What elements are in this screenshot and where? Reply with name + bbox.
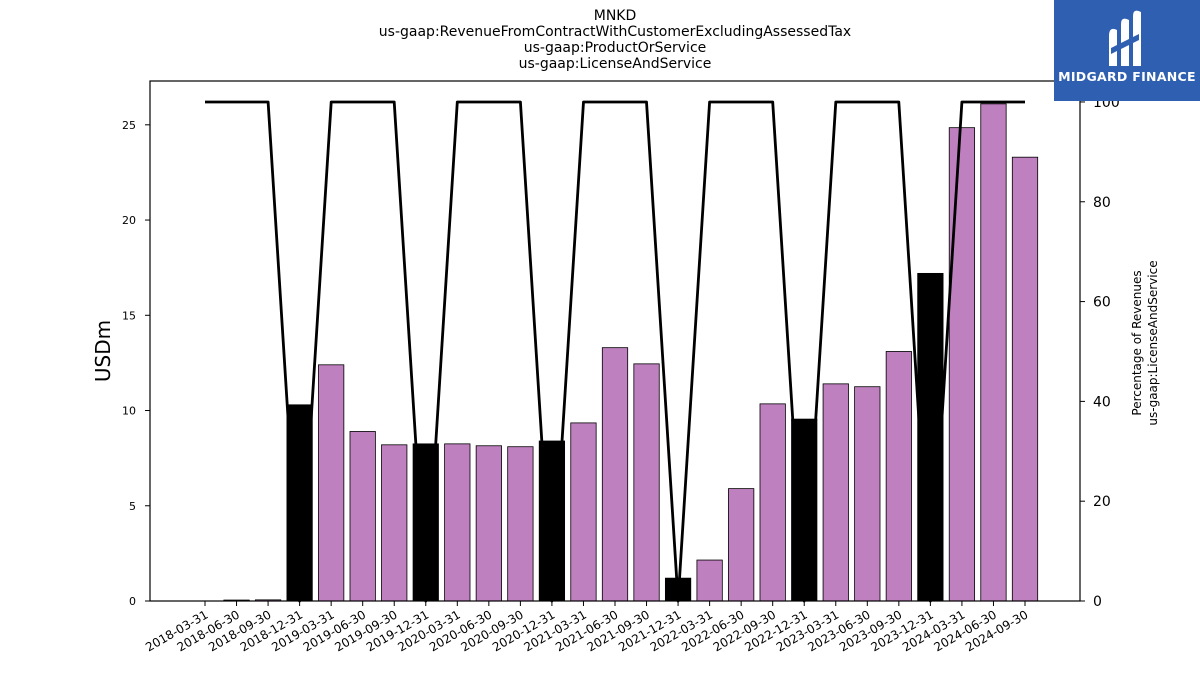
y2-tick-label: 60 [1093,295,1111,311]
bar [759,403,786,602]
bar [570,422,597,602]
y2-tick-label: 40 [1093,394,1111,410]
y2-tick-label: 20 [1093,494,1111,510]
bar [507,446,534,602]
bar [318,364,345,602]
chart-subtitle-axis: us-gaap:ProductOrService [523,40,707,56]
y2-axis-label: us-gaap:LicenseAndService [1146,260,1160,425]
y-axis-label: USDm [91,320,115,382]
bar [349,431,376,602]
bar [885,351,912,602]
bar [728,488,755,602]
y2-axis-label: Percentage of Revenues [1130,270,1144,415]
bar [444,443,471,602]
bar [696,559,723,602]
chart-subtitle-member: us-gaap:LicenseAndService [518,56,712,72]
bar [822,383,849,602]
chart-subtitle-concept: us-gaap:RevenueFromContractWithCustomerE… [378,24,852,40]
percentage-line [205,100,1025,603]
y2-tick-label: 80 [1093,195,1111,211]
bar [854,386,881,602]
brand-logo: MIDGARD FINANCE [1054,0,1200,101]
y-tick-label: 0 [129,595,136,608]
bar [601,347,629,602]
bar [286,404,313,602]
y-tick-label: 10 [122,405,136,418]
bar [475,445,502,602]
midgard-logo-icon [1109,10,1141,67]
bar [1011,156,1039,602]
chart-title: MNKD [593,8,637,24]
y2-tick-label: 0 [1093,594,1102,610]
bar [980,103,1007,602]
y-tick-label: 20 [122,214,136,227]
bar [381,444,408,602]
logo-text: MIDGARD FINANCE [1058,69,1196,84]
y-tick-label: 15 [122,309,136,322]
y-tick-label: 25 [122,119,136,132]
bar [948,127,976,602]
bar [633,363,660,602]
y-tick-label: 5 [129,500,136,513]
bar [917,272,944,602]
